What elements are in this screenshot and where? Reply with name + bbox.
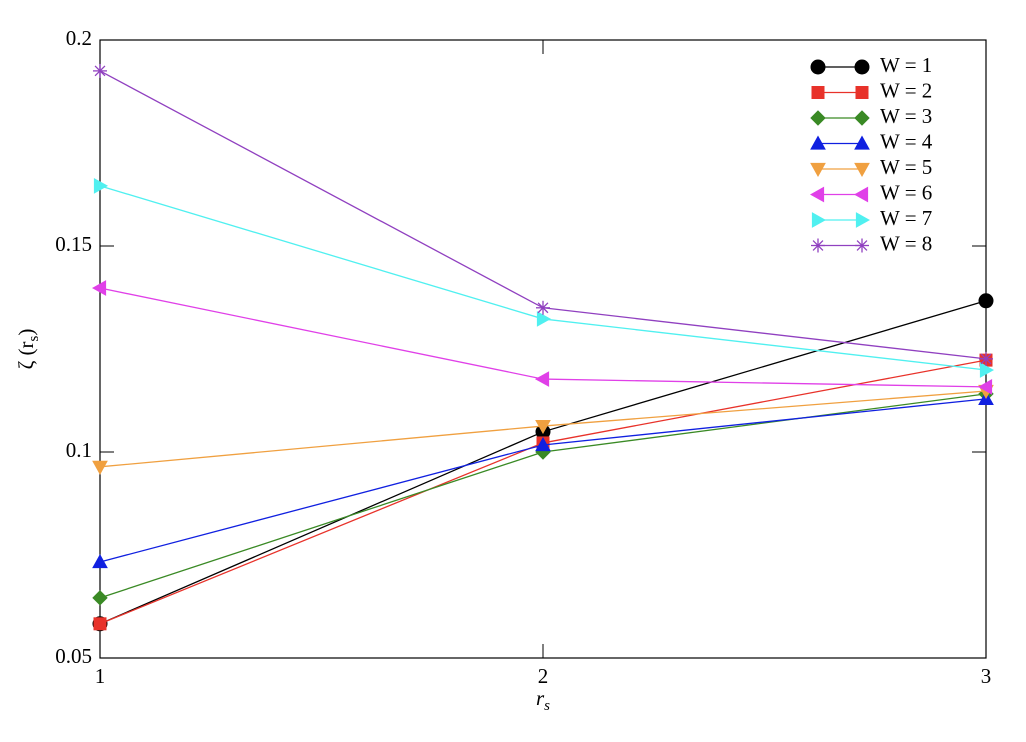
y-label-end: ) bbox=[14, 329, 38, 336]
legend-marker bbox=[854, 162, 870, 178]
marker-stroke bbox=[980, 353, 992, 365]
marker bbox=[536, 311, 552, 327]
marker bbox=[534, 371, 550, 387]
y-label-main: ζ (r bbox=[14, 341, 38, 369]
legend-marker bbox=[855, 238, 869, 253]
marker bbox=[92, 553, 108, 569]
marker bbox=[91, 280, 107, 296]
legend-marker bbox=[809, 186, 825, 203]
legend-marker bbox=[810, 110, 826, 126]
marker bbox=[535, 419, 551, 435]
marker bbox=[92, 460, 108, 475]
x-label-main: r bbox=[536, 686, 545, 710]
legend-label: W = 8 bbox=[880, 231, 932, 255]
marker-stroke bbox=[94, 65, 106, 77]
legend-marker bbox=[810, 135, 826, 150]
legend-marker bbox=[811, 238, 825, 253]
marker bbox=[979, 362, 995, 378]
legend-marker bbox=[854, 110, 870, 126]
x-tick-label: 1 bbox=[95, 664, 106, 688]
legend-marker bbox=[810, 59, 826, 75]
marker bbox=[978, 293, 994, 309]
y-tick-label: 0.15 bbox=[55, 232, 92, 256]
series-line bbox=[99, 359, 987, 625]
x-label-sub: s bbox=[544, 698, 550, 714]
legend-label: W = 7 bbox=[880, 206, 932, 230]
plot-frame bbox=[99, 39, 987, 659]
y-tick-label: 0.1 bbox=[66, 438, 92, 462]
marker bbox=[93, 617, 107, 631]
legend-label: W = 1 bbox=[880, 53, 932, 77]
marker bbox=[977, 379, 993, 395]
x-tick-label: 2 bbox=[538, 664, 549, 688]
legend-label: W = 4 bbox=[880, 129, 933, 153]
marker-stroke bbox=[856, 240, 868, 251]
marker bbox=[93, 177, 109, 194]
legend-label: W = 6 bbox=[880, 180, 932, 204]
legend-marker bbox=[855, 212, 871, 228]
legend-label: W = 2 bbox=[880, 78, 932, 102]
legend-marker bbox=[855, 86, 869, 99]
y-tick-label: 0.2 bbox=[66, 26, 92, 50]
marker bbox=[92, 590, 108, 606]
legend-label: W = 3 bbox=[880, 104, 932, 128]
marker-stroke bbox=[812, 240, 824, 251]
marker bbox=[535, 436, 551, 452]
y-label-sub: s bbox=[26, 335, 42, 341]
legend-marker bbox=[853, 186, 869, 203]
series-line bbox=[99, 185, 987, 371]
series-line bbox=[99, 300, 987, 625]
legend-marker bbox=[811, 86, 825, 99]
legend-label: W = 5 bbox=[880, 155, 932, 179]
legend-marker bbox=[854, 135, 870, 150]
legend-marker bbox=[811, 212, 827, 228]
x-axis-label: rs bbox=[536, 686, 550, 715]
marker bbox=[536, 300, 550, 315]
marker bbox=[93, 63, 107, 78]
x-tick-label: 3 bbox=[981, 664, 992, 688]
marker bbox=[979, 351, 993, 366]
legend-marker bbox=[854, 59, 870, 75]
marker-stroke bbox=[537, 302, 549, 314]
legend-marker bbox=[810, 162, 826, 178]
y-axis-label: ζ (rs) bbox=[14, 329, 43, 370]
y-tick-label: 0.05 bbox=[55, 644, 92, 668]
